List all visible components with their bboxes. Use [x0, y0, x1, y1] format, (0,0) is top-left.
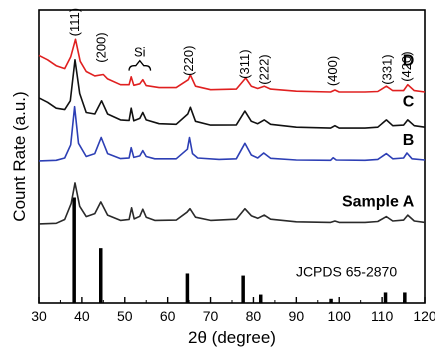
x-tick-label: 60	[160, 308, 176, 324]
reference-label: JCPDS 65-2870	[296, 264, 397, 280]
series-line	[38, 38, 426, 93]
hkl-label: (420)	[399, 51, 414, 81]
x-tick-label: 50	[117, 308, 133, 324]
x-tick-label: 40	[74, 308, 90, 324]
x-axis-title: 2θ (degree)	[188, 328, 276, 347]
x-axis-ticks: 30 40 50 60 70 80 90 100 110 120	[31, 297, 435, 324]
sample-label: D	[403, 53, 415, 70]
x-tick-label: 100	[328, 308, 352, 324]
sample-label: Sample A	[342, 193, 415, 210]
hkl-label: (200)	[94, 32, 109, 62]
hkl-label: (220)	[181, 46, 196, 76]
si-annotation: Si	[128, 45, 152, 71]
si-label: Si	[134, 45, 146, 60]
x-tick-label: 80	[246, 308, 262, 324]
sample-labels: D C B Sample A	[342, 53, 415, 211]
x-tick-label: 30	[31, 308, 47, 324]
x-tick-label: 120	[413, 308, 435, 324]
sample-label: B	[403, 132, 415, 149]
hkl-labels: (111) (200) (220) (311) (222) (400) (331) (420)	[67, 8, 414, 86]
hkl-label: (311)	[237, 49, 252, 78]
x-tick-label: 70	[203, 308, 219, 324]
x-tick-label: 90	[289, 308, 305, 324]
x-tick-label: 110	[371, 308, 394, 324]
y-axis-title: Count Rate (a.u.)	[10, 91, 29, 221]
series-lines	[38, 38, 426, 225]
reference-sticks: JCPDS 65-2870	[72, 197, 407, 303]
hkl-label: (400)	[325, 56, 340, 86]
axis-titles: 2θ (degree) Count Rate (a.u.)	[10, 91, 276, 347]
sample-label: C	[403, 94, 415, 111]
series-line	[38, 182, 426, 225]
si-bracket-line	[128, 59, 152, 71]
hkl-label: (111)	[67, 8, 82, 36]
hkl-label: (331)	[379, 54, 394, 84]
series-line	[38, 59, 426, 129]
hkl-label: (222)	[257, 54, 272, 84]
series-line	[38, 105, 426, 162]
